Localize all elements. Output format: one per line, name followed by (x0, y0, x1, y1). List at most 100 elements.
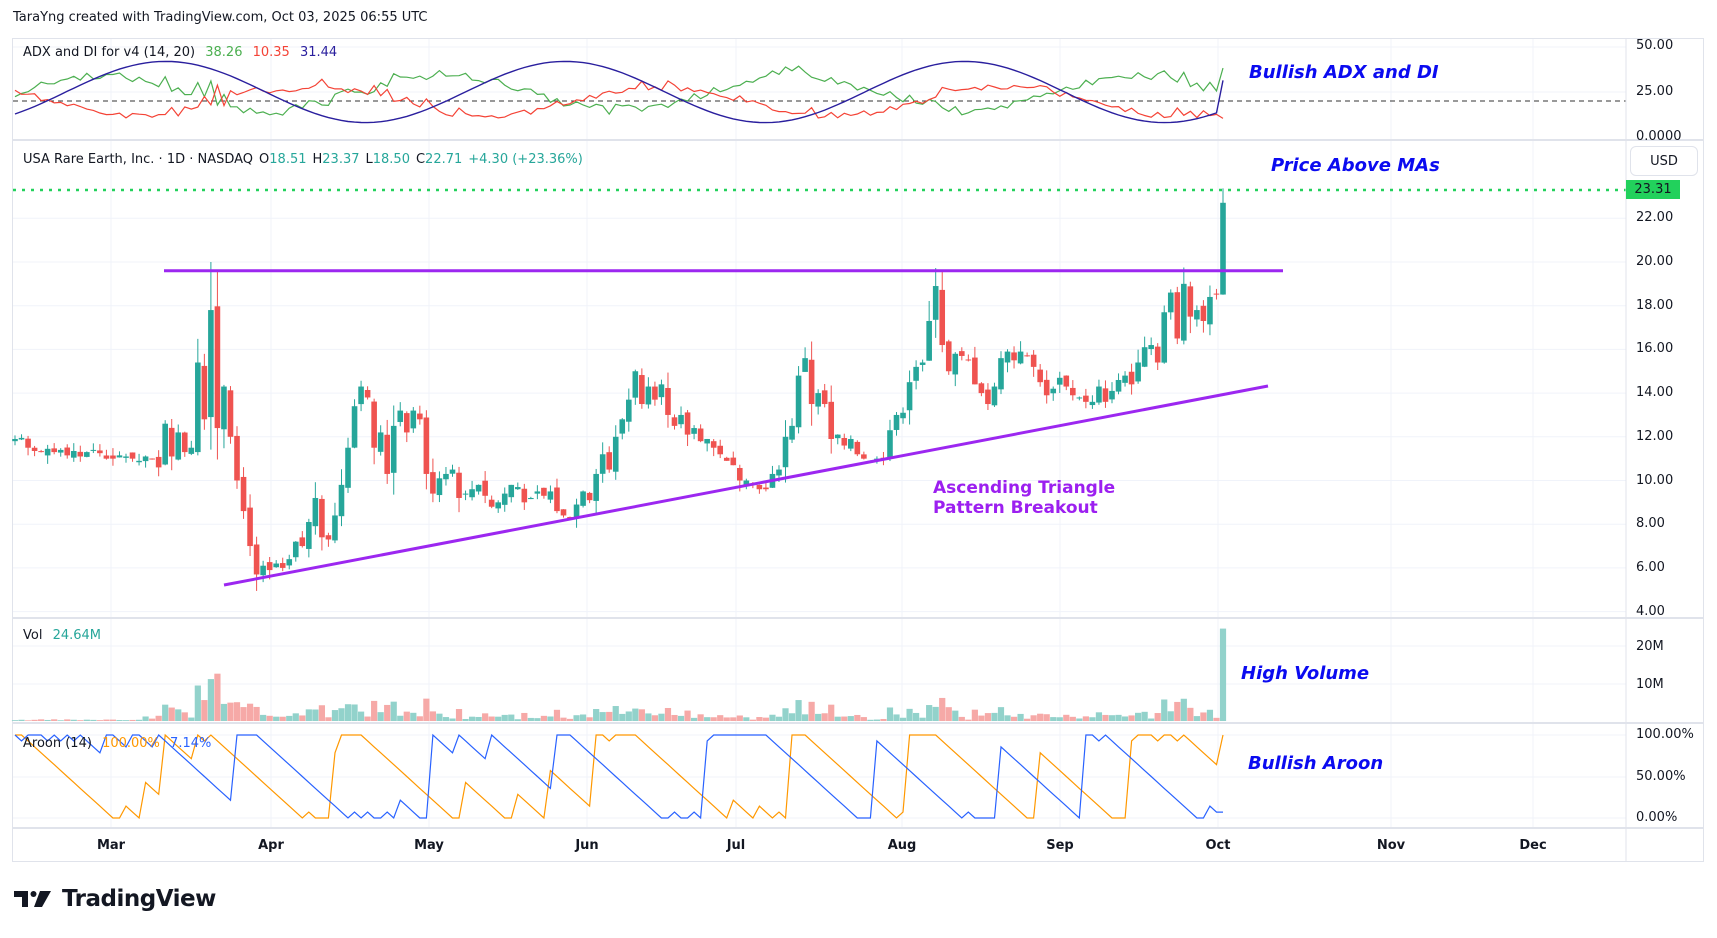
volume-bar (1037, 713, 1044, 721)
high-value: 23.37 (322, 152, 360, 167)
volume-pane (11, 628, 1227, 721)
volume-bar (246, 703, 254, 721)
candle-body (129, 452, 136, 459)
price-axis-tick: 14.00 (1636, 385, 1674, 401)
volume-bar (1030, 715, 1037, 721)
aroon-legend: Aroon (14) 100.00% 7.14% (23, 736, 217, 751)
volume-bar (717, 715, 724, 721)
volume-bar (436, 713, 443, 721)
volume-bar (978, 715, 985, 721)
candle-body (1181, 283, 1187, 341)
candle-body (932, 286, 939, 320)
volume-bar (24, 720, 32, 721)
candle-body (332, 515, 338, 541)
candle-body (38, 451, 44, 453)
volume-bar (168, 707, 175, 721)
symbol-title: USA Rare Earth, Inc. · 1D · NASDAQ (23, 152, 254, 167)
candle-body (599, 454, 606, 474)
candle-body (1174, 292, 1181, 339)
candle-body (51, 448, 57, 453)
price-axis-tick: 4.00 (1636, 603, 1665, 619)
volume-bar (795, 700, 802, 721)
candle-body (632, 371, 639, 398)
candle-body (567, 516, 573, 518)
volume-bar (1010, 716, 1018, 721)
volume-bar (90, 719, 97, 721)
candle-body (972, 357, 978, 385)
candle-body (763, 487, 769, 490)
volume-bar (181, 712, 188, 721)
candle-body (991, 386, 998, 406)
candle-body (358, 386, 364, 405)
candle-body (717, 445, 724, 455)
volume-bar (364, 716, 371, 721)
adx-pane (13, 60, 1626, 124)
volume-bar (593, 709, 600, 721)
volume-bar (677, 715, 685, 721)
grid-lines (13, 39, 1626, 828)
price-axis-tick: 16.00 (1636, 341, 1674, 357)
volume-bar (475, 716, 482, 721)
volume-bar (801, 714, 809, 721)
volume-bar (468, 716, 476, 721)
aroon-axis-tick: 100.00% (1636, 727, 1694, 742)
volume-bar (854, 714, 861, 721)
candle-body (155, 456, 162, 468)
adx-legend: ADX and DI for v4 (14, 20) 38.26 10.35 3… (23, 45, 343, 60)
volume-bar (253, 706, 260, 721)
candle-body (1167, 292, 1174, 313)
price-axis-tick: 18.00 (1636, 297, 1674, 313)
volume-bar (1121, 716, 1129, 721)
volume-bar (207, 679, 214, 721)
candle-body (469, 489, 475, 498)
volume-bar (51, 719, 58, 721)
volume-bar (645, 713, 652, 721)
change-value: +4.30 (+23.36%) (468, 152, 583, 167)
tradingview-logo[interactable]: TradingView (14, 886, 216, 912)
volume-bar (299, 715, 306, 721)
candle-body (730, 457, 737, 466)
annotation-price: Price Above MAs (1271, 155, 1440, 176)
volume-bar (482, 713, 489, 721)
volume-bar (351, 704, 358, 721)
annotation-pattern-line1: Ascending Triangle (933, 478, 1116, 498)
candle-body (319, 498, 325, 538)
candle-body (1135, 362, 1141, 382)
volume-bar (279, 716, 286, 721)
time-axis-label: Jul (726, 838, 746, 853)
candle-body (919, 362, 926, 365)
candle-body (978, 383, 985, 394)
time-axis-label: Aug (887, 838, 917, 853)
volume-bar (1017, 713, 1024, 721)
candle-body (528, 497, 534, 500)
candle-body (1024, 355, 1030, 357)
volume-bar (984, 713, 992, 721)
volume-axis-tick: 10M (1636, 677, 1664, 692)
candle-body (299, 537, 306, 547)
candle-body (508, 484, 515, 498)
candle-body (18, 437, 25, 440)
candle-body (965, 359, 972, 361)
currency-button[interactable]: USD (1630, 146, 1698, 176)
volume-bar (142, 716, 149, 721)
volume-bar (534, 718, 541, 721)
open-label: O (259, 152, 270, 167)
volume-bar (305, 709, 312, 721)
candle-body (1096, 386, 1102, 403)
volume-bar (625, 711, 632, 721)
volume-bar (573, 715, 580, 721)
candle-body (260, 565, 266, 576)
minus-di-value: 10.35 (252, 45, 290, 60)
volume-bar (697, 714, 704, 721)
candle-body (221, 386, 227, 430)
candle-body (828, 401, 835, 439)
candle-body (338, 484, 345, 517)
candle-body (443, 473, 449, 480)
adx-axis-tick: 50.00 (1636, 38, 1674, 53)
candle-body (684, 412, 691, 435)
candle-body (926, 320, 932, 361)
volume-bar (560, 717, 567, 721)
candle-body (1043, 379, 1050, 396)
candle-body (449, 469, 456, 474)
